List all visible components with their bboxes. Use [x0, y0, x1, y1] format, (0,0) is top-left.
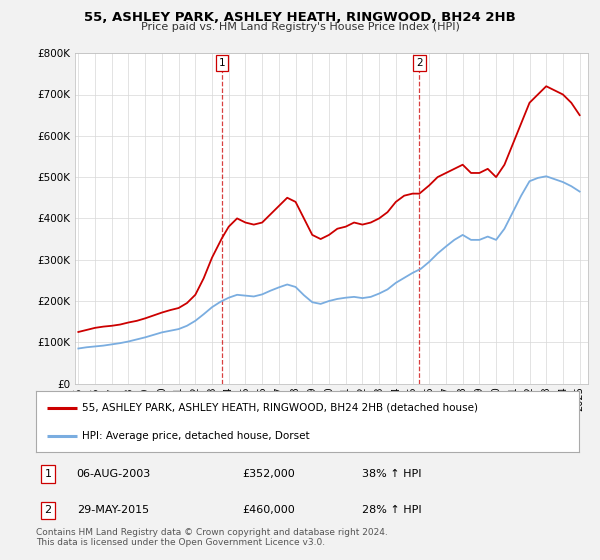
Text: 55, ASHLEY PARK, ASHLEY HEATH, RINGWOOD, BH24 2HB (detached house): 55, ASHLEY PARK, ASHLEY HEATH, RINGWOOD,… [82, 403, 478, 413]
Text: 38% ↑ HPI: 38% ↑ HPI [362, 469, 421, 479]
Text: Contains HM Land Registry data © Crown copyright and database right 2024.
This d: Contains HM Land Registry data © Crown c… [36, 528, 388, 547]
Text: HPI: Average price, detached house, Dorset: HPI: Average price, detached house, Dors… [82, 431, 310, 441]
Text: 1: 1 [218, 58, 225, 68]
Text: 29-MAY-2015: 29-MAY-2015 [77, 505, 149, 515]
Text: Price paid vs. HM Land Registry's House Price Index (HPI): Price paid vs. HM Land Registry's House … [140, 22, 460, 32]
Text: £460,000: £460,000 [242, 505, 295, 515]
Text: £352,000: £352,000 [242, 469, 295, 479]
Text: 1: 1 [44, 469, 52, 479]
Text: 2: 2 [416, 58, 423, 68]
Text: 2: 2 [44, 505, 52, 515]
Text: 28% ↑ HPI: 28% ↑ HPI [362, 505, 421, 515]
Text: 55, ASHLEY PARK, ASHLEY HEATH, RINGWOOD, BH24 2HB: 55, ASHLEY PARK, ASHLEY HEATH, RINGWOOD,… [84, 11, 516, 24]
Text: 06-AUG-2003: 06-AUG-2003 [77, 469, 151, 479]
